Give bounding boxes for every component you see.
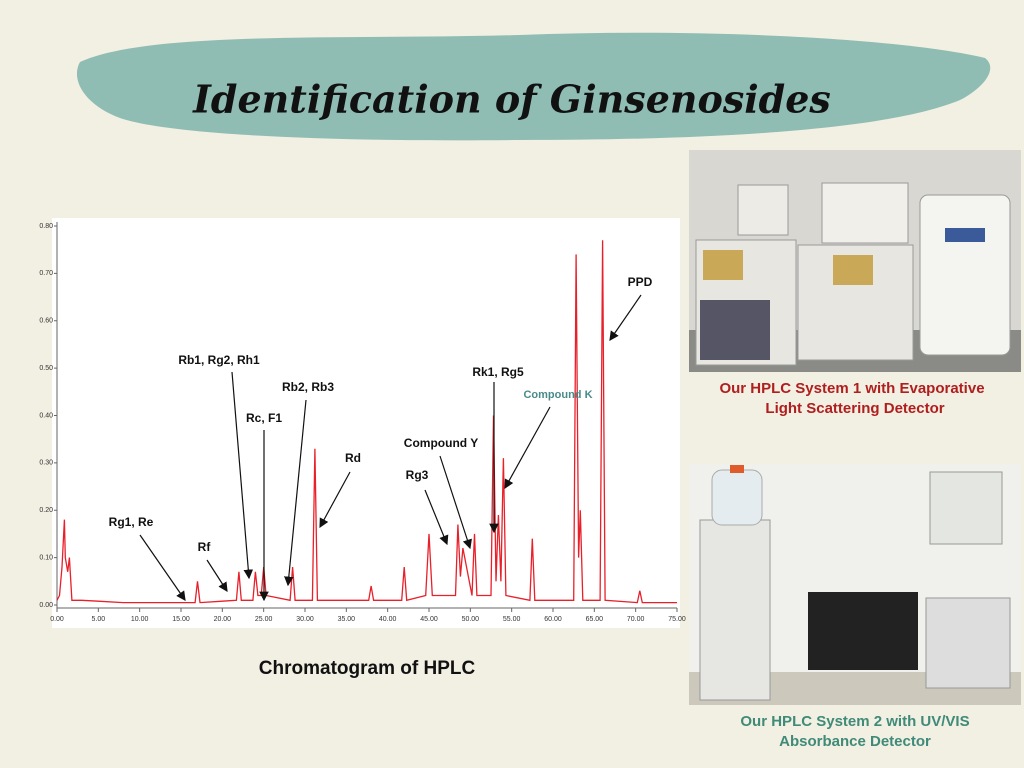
- x-tick-label: 15.00: [172, 616, 190, 623]
- y-tick-label: 0.50: [39, 365, 53, 372]
- x-tick-label: 30.00: [296, 616, 314, 623]
- x-tick-label: 35.00: [338, 616, 356, 623]
- x-tick-label: 50.00: [462, 616, 480, 623]
- chromatogram: 0.00 0.10 0.20 0.30 0.40 0.50 0.60 0.70 0.80 0.00…: [39, 222, 686, 623]
- x-tick-label: 75.00: [668, 616, 686, 623]
- x-tick-label: 40.00: [379, 616, 397, 623]
- x-tick-label: 55.00: [503, 616, 521, 623]
- y-tick-label: 0.30: [39, 460, 53, 467]
- chromatogram-trace: [56, 240, 677, 604]
- y-tick-label: 0.00: [39, 602, 53, 609]
- peak-arrow: [139, 534, 186, 601]
- peak-arrow: [319, 471, 351, 529]
- y-tick-label: 0.40: [39, 412, 53, 419]
- peak-label: Rg3: [406, 468, 429, 482]
- x-tick-label: 10.00: [131, 616, 149, 623]
- photo-2: [689, 464, 1021, 705]
- peak-label: PPD: [628, 275, 653, 289]
- photo1-caption: Our HPLC System 1 with Evaporative: [719, 380, 984, 397]
- y-tick-label: 0.10: [39, 554, 53, 561]
- slide-title: Identification of Ginsenosides: [192, 77, 831, 122]
- peak-arrow: [284, 399, 307, 587]
- y-tick-label: 0.70: [39, 270, 53, 277]
- peak-arrow: [504, 406, 551, 490]
- peak-label: Rc, F1: [246, 411, 282, 425]
- peak-arrow: [231, 371, 254, 580]
- x-tick-label: 0.00: [50, 616, 64, 623]
- x-tick-label: 60.00: [544, 616, 562, 623]
- peak-arrow: [424, 489, 449, 546]
- peak-label: Rd: [345, 451, 361, 465]
- x-tick-label: 45.00: [420, 616, 438, 623]
- peak-label: Rg1, Re: [109, 515, 154, 529]
- x-tick-label: 5.00: [92, 616, 106, 623]
- peak-label: Rf: [198, 540, 212, 554]
- peak-label: Compound K: [523, 389, 592, 401]
- peak-label: Compound Y: [404, 436, 478, 450]
- photo1-caption: Light Scattering Detector: [765, 400, 944, 417]
- x-tick-label: 25.00: [255, 616, 273, 623]
- x-tick-label: 65.00: [586, 616, 604, 623]
- y-tick-label: 0.60: [39, 318, 53, 325]
- photo-1: [689, 150, 1021, 372]
- peak-label: Rb1, Rg2, Rh1: [178, 353, 260, 367]
- photo2-caption: Absorbance Detector: [779, 733, 931, 750]
- peak-label: Rb2, Rb3: [282, 380, 334, 394]
- y-tick-label: 0.20: [39, 507, 53, 514]
- peak-label: Rk1, Rg5: [472, 365, 524, 379]
- peak-arrow: [609, 294, 642, 341]
- y-tick-label: 0.80: [39, 223, 53, 230]
- peak-arrow: [439, 455, 472, 550]
- peak-arrow: [206, 559, 228, 593]
- x-tick-label: 20.00: [214, 616, 232, 623]
- photo2-caption: Our HPLC System 2 with UV/VIS: [740, 713, 969, 730]
- title-brush: [76, 32, 991, 141]
- chart-caption: Chromatogram of HPLC: [259, 658, 476, 679]
- x-tick-label: 70.00: [627, 616, 645, 623]
- chart-panel: [52, 218, 680, 628]
